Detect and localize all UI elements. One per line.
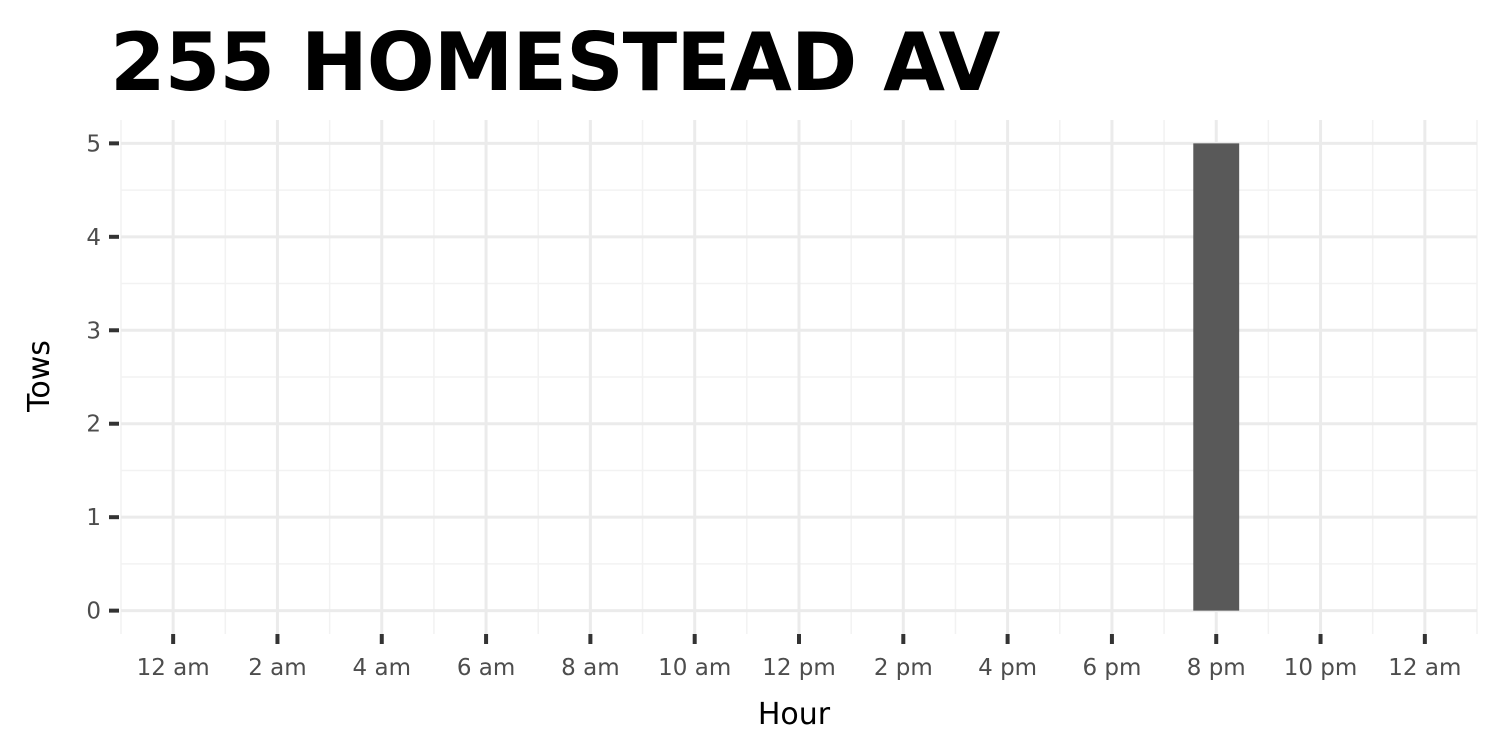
y-tick-label: 2 [86, 412, 101, 438]
grid [120, 120, 1478, 634]
y-tick-label: 5 [86, 131, 101, 157]
x-tick-label: 12 pm [762, 655, 836, 681]
x-tick-label: 8 am [561, 655, 619, 681]
x-tick-label: 6 pm [1082, 655, 1141, 681]
y-tick-label: 1 [86, 505, 101, 531]
bar [1193, 143, 1240, 611]
x-tick-label: 8 pm [1187, 655, 1246, 681]
x-axis: 12 am 2 am 4 am 6 am 8 am 10 am 12 pm 2 pm 4 pm 6… [137, 634, 1461, 681]
x-axis-title: Hour [758, 697, 831, 732]
y-axis: 0 1 2 3 4 5 [86, 131, 119, 625]
y-tick-label: 3 [86, 318, 101, 344]
bars [1193, 143, 1240, 611]
x-tick-label: 12 am [137, 655, 210, 681]
x-tick-label: 4 pm [978, 655, 1037, 681]
x-tick-label: 12 am [1388, 655, 1461, 681]
chart-title: 255 HOMESTEAD AV [110, 16, 1001, 109]
x-tick-label: 6 am [457, 655, 515, 681]
x-tick-label: 2 pm [874, 655, 933, 681]
y-axis-title: Tows [22, 340, 57, 413]
x-tick-label: 4 am [353, 655, 411, 681]
x-tick-label: 2 am [248, 655, 306, 681]
x-tick-label: 10 pm [1284, 655, 1358, 681]
x-tick-label: 10 am [658, 655, 731, 681]
y-tick-label: 4 [86, 225, 101, 251]
y-tick-label: 0 [86, 599, 101, 625]
